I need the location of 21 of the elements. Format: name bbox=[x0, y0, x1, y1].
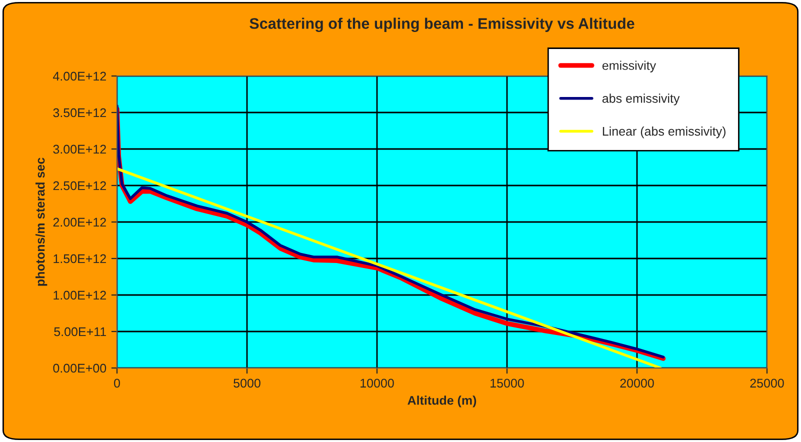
y-tick-label: 2.00E+12 bbox=[53, 218, 106, 227]
x-axis-title: Altitude (m) bbox=[408, 396, 476, 408]
x-tick-label: 0 bbox=[114, 378, 120, 388]
y-tick-label: 0.00E+00 bbox=[53, 364, 106, 373]
y-tick-label: 3.00E+12 bbox=[53, 144, 106, 154]
x-tick-label: 20000 bbox=[620, 378, 654, 388]
y-tick-label: 3.50E+12 bbox=[53, 108, 106, 118]
chart-title: Scattering of the upling beam - Emissivity vs Altitude bbox=[250, 18, 634, 32]
y-tick-label: 5.00E+11 bbox=[54, 327, 106, 336]
y-tick-label: 1.00E+12 bbox=[54, 290, 106, 300]
x-tick-label: 5000 bbox=[234, 378, 260, 388]
legend-label: Linear (abs emissivity) bbox=[602, 126, 726, 138]
x-tick-label: 15000 bbox=[490, 378, 524, 388]
x-tick-label: 25000 bbox=[750, 378, 784, 388]
y-axis-title: photons/m sterad sec bbox=[36, 158, 48, 286]
legend-label: emissivity bbox=[602, 60, 656, 72]
legend-label: abs emissivity bbox=[602, 94, 680, 106]
y-tick-label: 4.00E+12 bbox=[53, 72, 106, 81]
y-tick-label: 1.50E+12 bbox=[54, 254, 106, 264]
y-tick-label: 2.50E+12 bbox=[53, 181, 106, 190]
x-tick-label: 10000 bbox=[360, 378, 394, 388]
